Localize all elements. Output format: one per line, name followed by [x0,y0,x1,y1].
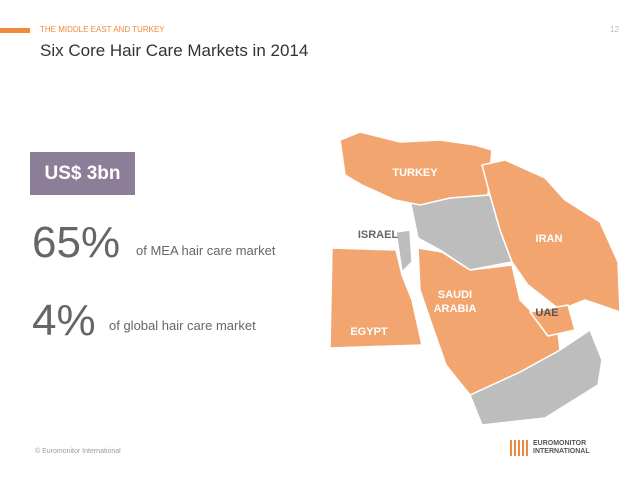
country [417,247,561,396]
slide-title: Six Core Hair Care Markets in 2014 [40,41,309,60]
map-label: SAUDI ARABIA [433,289,477,315]
page-number: 12 [610,25,619,34]
section-label: THE MIDDLE EAST AND TURKEY [40,25,165,34]
stat-value: 4% [32,296,96,345]
accent-bar [0,28,30,33]
copyright: © Euromonitor International [35,448,121,455]
stat-text: of global hair care market [109,318,256,333]
map-label: IRAN [536,233,563,245]
badge: US$ 3bn [30,152,135,195]
map-label: UAE [535,307,558,319]
country [529,304,576,337]
country [339,131,493,206]
logo-text: EUROMONITOR INTERNATIONAL [533,440,590,456]
country [395,229,413,273]
stat-text: of MEA hair care market [136,243,276,258]
map-label: TURKEY [392,167,438,179]
country [481,159,621,313]
map-label: ISRAEL [358,229,399,241]
stat-value: 65% [32,218,121,267]
map-label: EGYPT [350,326,388,338]
logo-line: EUROMONITOR [533,440,587,447]
logo-line: INTERNATIONAL [533,448,590,455]
country [329,247,423,349]
logo-mark [510,440,530,456]
